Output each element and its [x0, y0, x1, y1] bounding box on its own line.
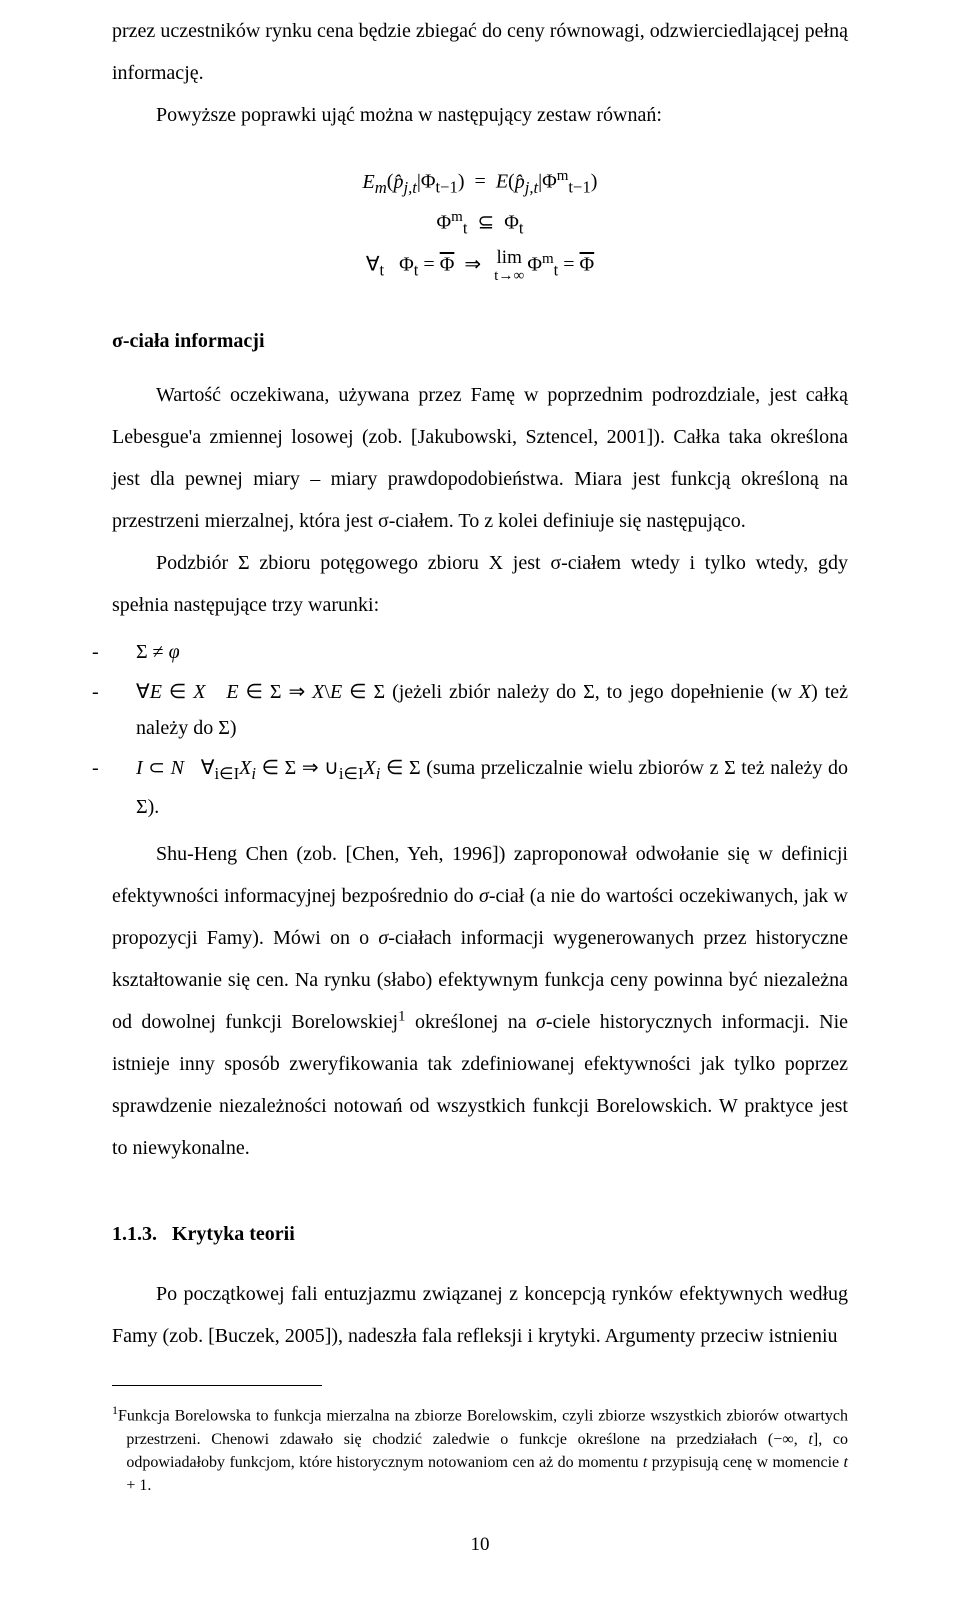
list-item: -∀E ∈ X E ∈ Σ ⇒ X\E ∈ Σ (jeżeli zbiór na…	[136, 674, 848, 746]
page-number: 10	[112, 1525, 848, 1565]
body-paragraph: Po początkowej fali entuzjazmu związanej…	[112, 1273, 848, 1357]
footnote: 1Funkcja Borelowska to funkcja mierzalna…	[112, 1402, 848, 1497]
body-paragraph: Podzbiór Σ zbioru potęgowego zbioru X je…	[112, 542, 848, 626]
section-heading: 1.1.3. Krytyka teorii	[112, 1213, 848, 1255]
footnote-text: Funkcja Borelowska to funkcja mierzalna …	[118, 1407, 848, 1494]
equation-line: ∀t Φt = Φ ⇒ limt→∞Φmt = Φ	[112, 245, 848, 286]
sigma-label: σ-ciała informacji	[112, 330, 265, 352]
equation-line: Φmt ⊆ Φt	[112, 203, 848, 244]
equation-line: Em(p̂j,t|Φt−1) = E(p̂j,t|Φmt−1)	[112, 162, 848, 203]
footnote-rule	[112, 1385, 322, 1386]
bullet-list: -Σ ≠ φ -∀E ∈ X E ∈ Σ ⇒ X\E ∈ Σ (jeżeli z…	[112, 634, 848, 825]
body-paragraph: Powyższe poprawki ująć można w następują…	[112, 94, 848, 136]
subsection-heading: σ-ciała informacji	[112, 320, 848, 362]
body-paragraph: Wartość oczekiwana, używana przez Famę w…	[112, 374, 848, 542]
list-item: -Σ ≠ φ	[136, 634, 848, 670]
body-paragraph: przez uczestników rynku cena będzie zbie…	[112, 10, 848, 94]
body-paragraph: Shu-Heng Chen (zob. [Chen, Yeh, 1996]) z…	[112, 833, 848, 1169]
section-title: Krytyka teorii	[172, 1223, 295, 1245]
equation-block: Em(p̂j,t|Φt−1) = E(p̂j,t|Φmt−1) Φmt ⊆ Φt…	[112, 162, 848, 286]
section-number: 1.1.3.	[112, 1223, 157, 1245]
list-item: -I ⊂ N ∀i∈IXi ∈ Σ ⇒ ∪i∈IXi ∈ Σ (suma prz…	[136, 750, 848, 825]
